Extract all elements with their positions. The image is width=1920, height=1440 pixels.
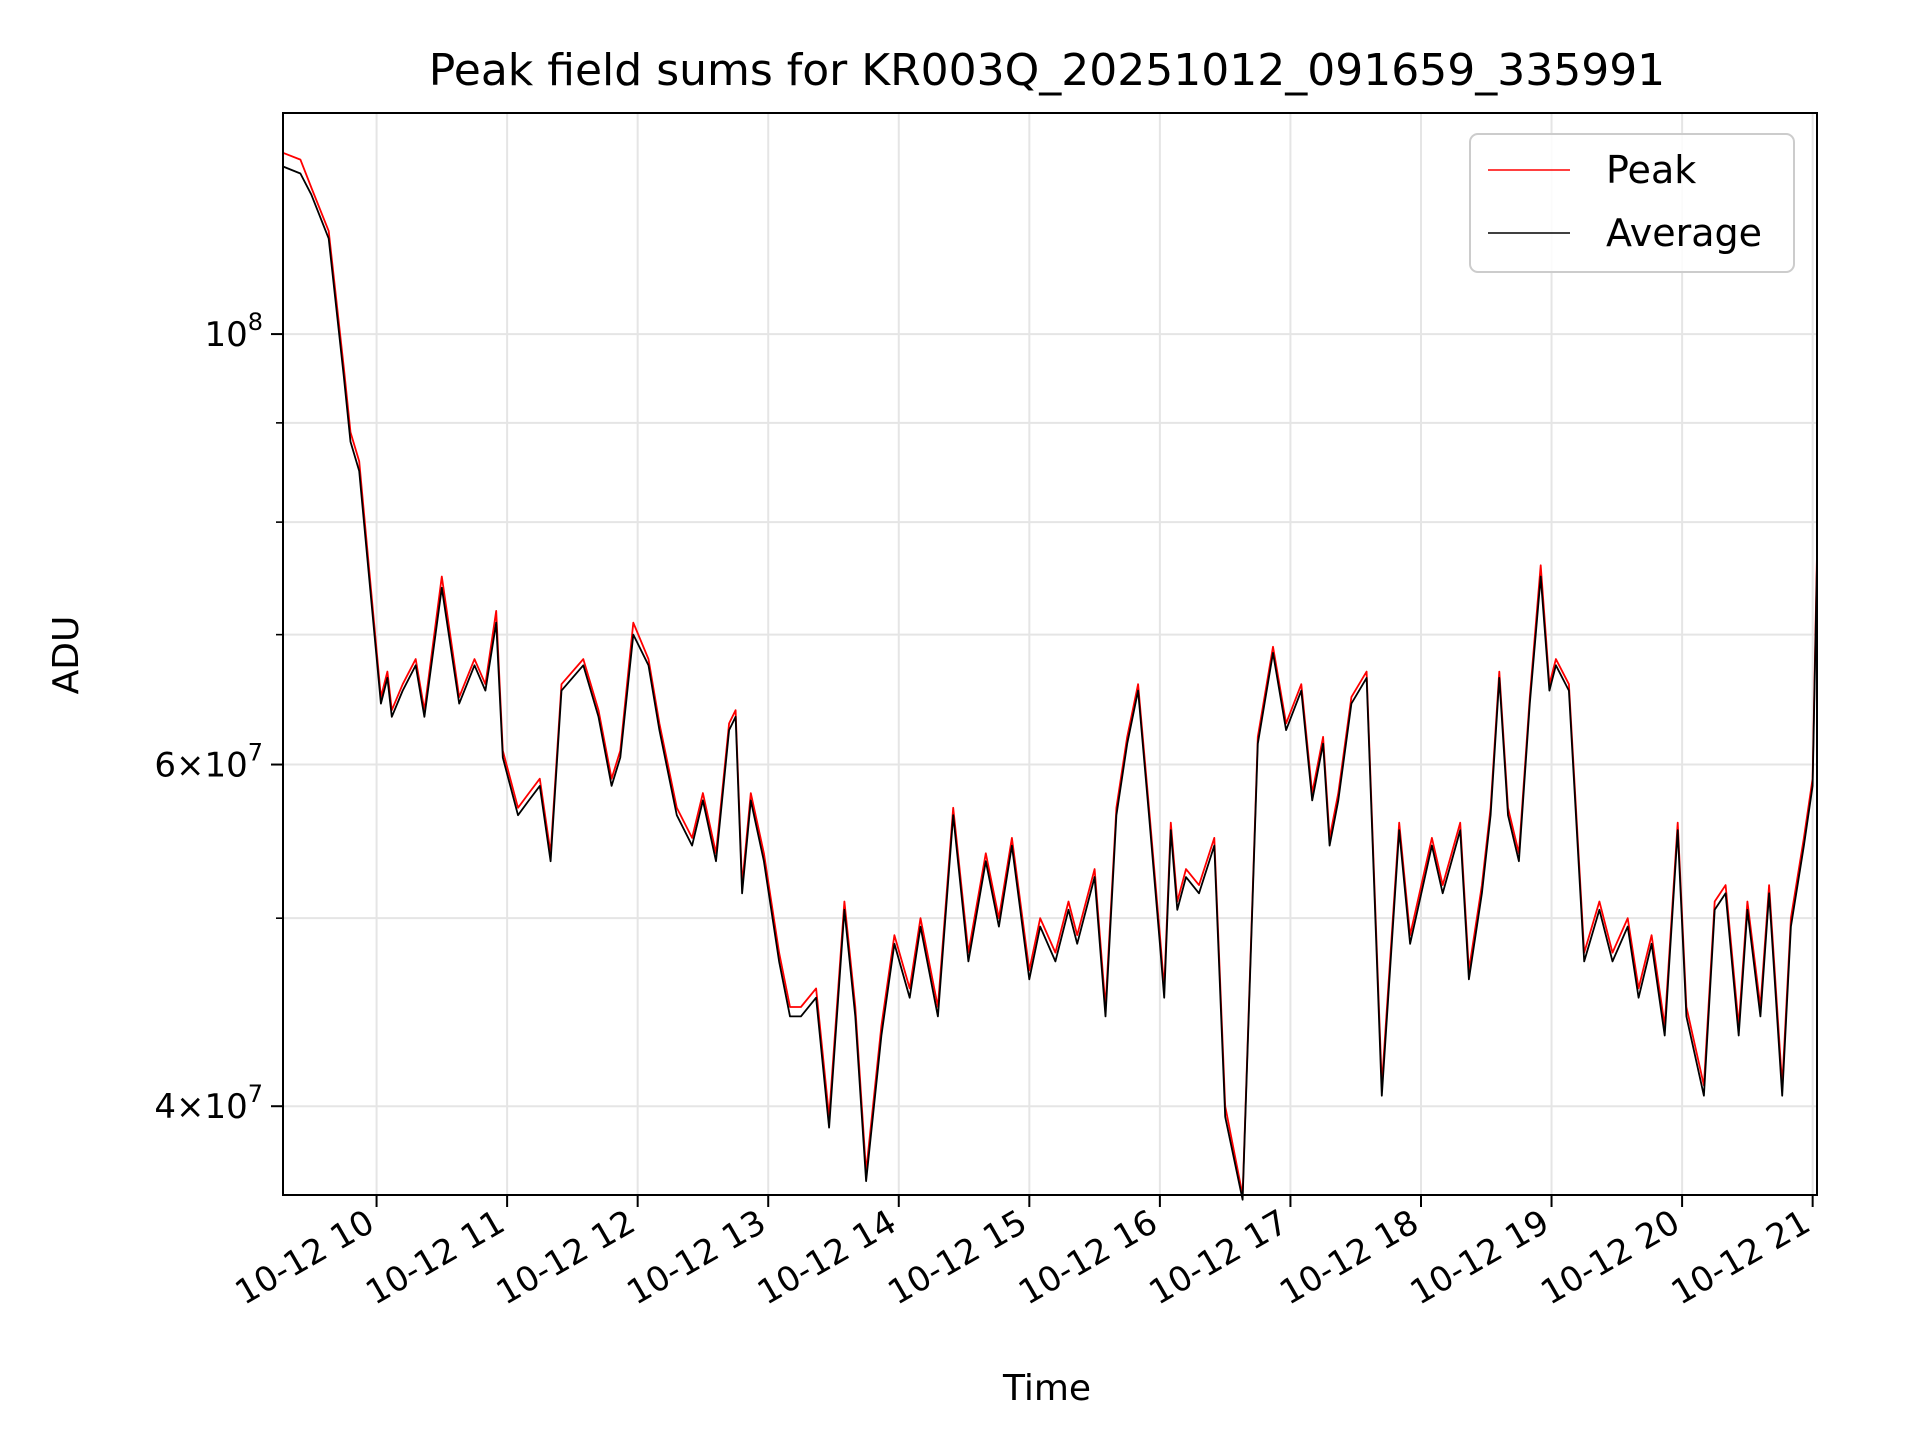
- x-axis-label: Time: [1002, 1368, 1091, 1409]
- legend: Peak Average: [1469, 133, 1795, 273]
- y-tick-label: 108: [204, 308, 263, 355]
- legend-label-average: Average: [1606, 211, 1762, 255]
- y-tick-label: 6×107: [154, 739, 263, 786]
- plot-frame: [282, 112, 1818, 1196]
- y-axis-label: ADU: [46, 616, 87, 695]
- plot-series: [282, 151, 1818, 1201]
- series-line-average: [282, 165, 1818, 1201]
- y-axis-ticks: 4×107 6×107 108: [154, 308, 283, 1127]
- legend-box: [1469, 133, 1795, 273]
- chart-title: Peak field sums for KR003Q_20251012_0916…: [429, 45, 1665, 96]
- legend-label-peak: Peak: [1606, 148, 1696, 192]
- y-tick-label: 4×107: [154, 1080, 263, 1127]
- grid: [283, 113, 1817, 1195]
